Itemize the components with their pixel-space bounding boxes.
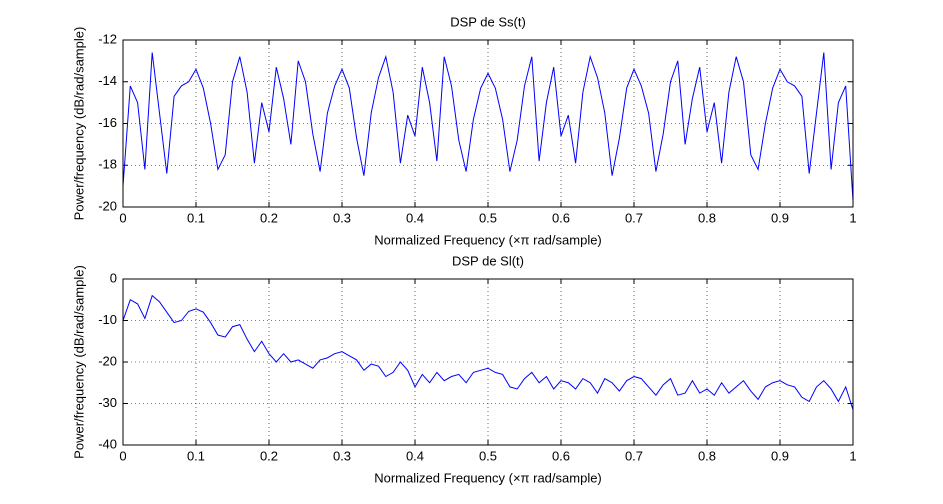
x-tick-label: 0.9 xyxy=(771,210,789,225)
x-tick-label: 0 xyxy=(119,210,126,225)
x-tick-label: 0.6 xyxy=(552,210,570,225)
x-tick-label: 0.4 xyxy=(406,210,424,225)
y-tick-label: -12 xyxy=(98,31,117,46)
x-tick-label: 0.3 xyxy=(333,448,351,463)
chart-title: DSP de Ss(t) xyxy=(450,14,526,29)
y-tick-label: 0 xyxy=(110,270,117,285)
y-tick-label: -10 xyxy=(98,312,117,327)
y-tick-label: -20 xyxy=(98,353,117,368)
x-tick-label: 0.5 xyxy=(479,210,497,225)
x-tick-label: 1 xyxy=(849,448,856,463)
x-tick-label: 0.1 xyxy=(187,448,205,463)
x-tick-label: 0.5 xyxy=(479,448,497,463)
y-tick-label: -20 xyxy=(98,198,117,213)
x-tick-label: 0.7 xyxy=(625,448,643,463)
x-tick-label: 0.4 xyxy=(406,448,424,463)
axes-box xyxy=(122,278,854,446)
x-tick-label: 0 xyxy=(119,448,126,463)
y-tick-label: -14 xyxy=(98,73,117,88)
x-tick-label: 0.8 xyxy=(698,210,716,225)
x-axis-label: Normalized Frequency (×π rad/sample) xyxy=(374,232,602,247)
y-tick-label: -40 xyxy=(98,436,117,451)
chart-title: DSP de Sl(t) xyxy=(452,253,524,268)
x-axis-label: Normalized Frequency (×π rad/sample) xyxy=(374,470,602,485)
y-tick-label: -16 xyxy=(98,115,117,130)
x-tick-label: 0.6 xyxy=(552,448,570,463)
y-axis-label: Power/frequency (dB/rad/sample) xyxy=(71,27,86,221)
x-tick-label: 0.1 xyxy=(187,210,205,225)
x-tick-label: 0.2 xyxy=(260,448,278,463)
y-tick-label: -18 xyxy=(98,157,117,172)
x-tick-label: 1 xyxy=(849,210,856,225)
axes-box xyxy=(122,39,854,208)
x-tick-label: 0.8 xyxy=(698,448,716,463)
x-tick-label: 0.7 xyxy=(625,210,643,225)
x-tick-label: 0.3 xyxy=(333,210,351,225)
data-line xyxy=(122,52,854,201)
x-tick-label: 0.9 xyxy=(771,448,789,463)
x-tick-label: 0.2 xyxy=(260,210,278,225)
data-line xyxy=(122,294,854,410)
y-axis-label: Power/frequency (dB/rad/sample) xyxy=(71,265,86,459)
y-tick-label: -30 xyxy=(98,395,117,410)
